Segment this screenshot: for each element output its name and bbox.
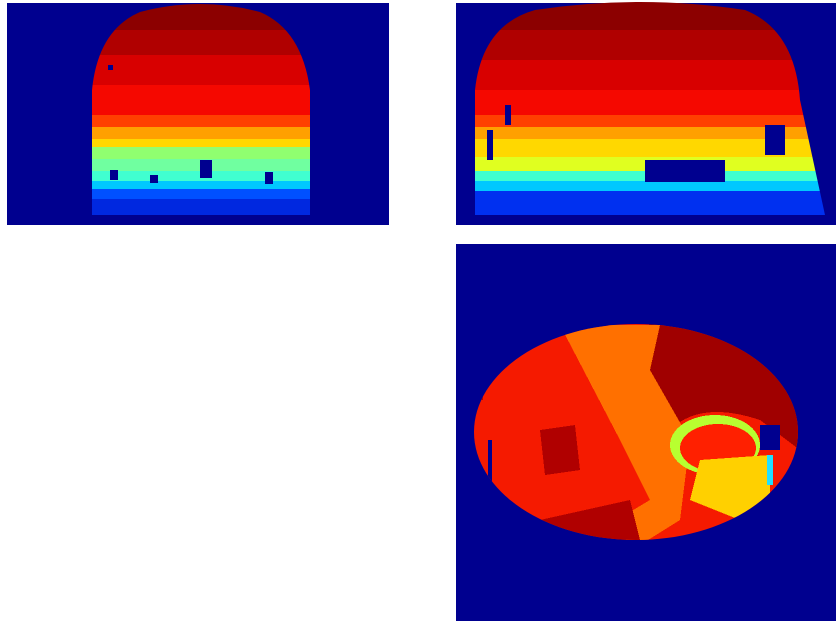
slice-image	[470, 0, 830, 215]
slice-panel-3	[456, 244, 836, 621]
slice-image	[92, 0, 310, 215]
figure	[0, 0, 836, 621]
slice-panel-1	[7, 0, 389, 225]
slice-panel-2	[456, 0, 836, 225]
page	[0, 0, 836, 621]
